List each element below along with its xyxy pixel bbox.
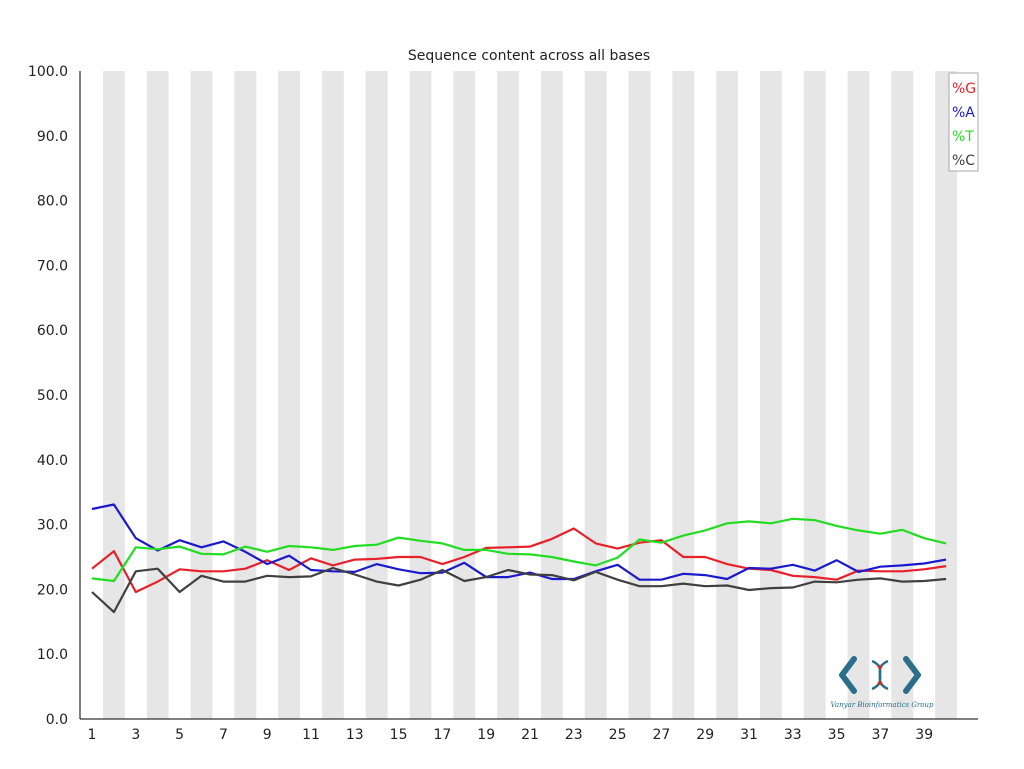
series-line-c: [91, 566, 947, 614]
x-tick-label: 1: [88, 727, 97, 743]
grid-band: [234, 71, 257, 719]
x-tick-labels: 1 3 5 7 9 11 13 15 17 19 21 23 25 27 29 31 33 35 37 39: [88, 727, 934, 743]
x-tick-label: 35: [828, 727, 846, 743]
legend-entry: %C: [952, 153, 975, 169]
x-tick-label: 27: [652, 727, 670, 743]
grid-band: [584, 71, 607, 719]
legend-entry: %T: [952, 129, 974, 145]
logo-text: Vanyar Bioinformatics Group: [830, 701, 934, 709]
series-line-t: [91, 517, 947, 583]
grid-band: [365, 71, 388, 719]
y-tick-label: 90.0: [37, 129, 68, 145]
y-tick-label: 40.0: [37, 453, 68, 469]
x-tick-label: 7: [219, 727, 228, 743]
axes: [79, 71, 978, 720]
grid-band: [497, 71, 520, 719]
x-tick-label: 25: [609, 727, 627, 743]
grid-band: [453, 71, 476, 719]
x-tick-label: 13: [346, 727, 364, 743]
x-tick-label: 31: [740, 727, 758, 743]
x-tick-label: 11: [302, 727, 320, 743]
x-tick-label: 17: [433, 727, 451, 743]
legend-entry: %G: [952, 81, 976, 97]
series-lines: [91, 503, 947, 614]
logo-dna-dot-icon: [877, 680, 883, 686]
grid-band: [146, 71, 169, 719]
grid-band: [672, 71, 695, 719]
grid-band: [190, 71, 213, 719]
grid-band: [540, 71, 563, 719]
x-tick-label: 37: [871, 727, 889, 743]
logo-dna-icon: [871, 659, 889, 691]
logo-left-chevron-icon: [839, 656, 857, 694]
series-line-g: [91, 527, 947, 594]
legend-entry: %A: [952, 105, 975, 121]
grid-band: [847, 71, 870, 719]
legend-box: [948, 72, 979, 172]
logo: Vanyar Bioinformatics Group: [830, 656, 934, 709]
y-tick-label: 80.0: [37, 194, 68, 210]
x-tick-label: 3: [131, 727, 140, 743]
grid-band: [321, 71, 344, 719]
legend: %G %A %T %C: [948, 72, 979, 172]
grid-band: [716, 71, 739, 719]
y-tick-label: 60.0: [37, 323, 68, 339]
y-tick-label: 70.0: [37, 258, 68, 274]
x-tick-label: 33: [784, 727, 802, 743]
x-tick-label: 39: [915, 727, 933, 743]
grid-band: [409, 71, 432, 719]
grid-band: [891, 71, 914, 719]
chart-title: Sequence content across all bases: [408, 48, 650, 64]
x-tick-label: 29: [696, 727, 714, 743]
x-tick-label: 23: [565, 727, 583, 743]
y-tick-label: 20.0: [37, 582, 68, 598]
grid-band: [759, 71, 782, 719]
x-tick-label: 9: [263, 727, 272, 743]
grid-bands: [102, 71, 958, 719]
grid-band: [278, 71, 301, 719]
grid-band: [803, 71, 826, 719]
y-tick-label: 100.0: [28, 64, 68, 80]
grid-band: [628, 71, 651, 719]
logo-dna-dot-icon: [877, 664, 883, 670]
x-tick-label: 15: [390, 727, 408, 743]
grid-band: [935, 71, 958, 719]
y-tick-label: 50.0: [37, 388, 68, 404]
logo-right-chevron-icon: [903, 656, 921, 694]
series-line-a: [91, 503, 947, 581]
x-tick-label: 5: [175, 727, 184, 743]
y-tick-label: 30.0: [37, 518, 68, 534]
y-tick-label: 10.0: [37, 647, 68, 663]
y-tick-label: 0.0: [46, 712, 68, 728]
grid-band: [102, 71, 125, 719]
y-tick-labels: 0.0 10.0 20.0 30.0 40.0 50.0 60.0 70.0 80.0 90.0 1…: [28, 64, 68, 728]
x-tick-label: 19: [477, 727, 495, 743]
x-tick-label: 21: [521, 727, 539, 743]
